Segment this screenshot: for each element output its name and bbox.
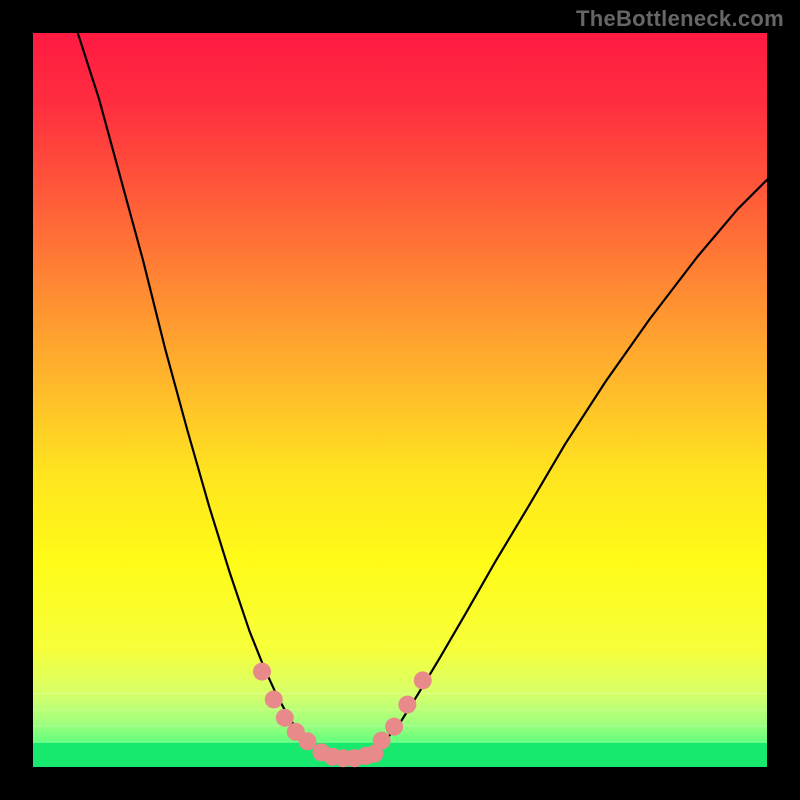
marker-right <box>398 696 416 714</box>
marker-right <box>385 718 403 736</box>
figure-root: TheBottleneck.com <box>0 0 800 800</box>
marker-right <box>373 732 391 750</box>
bottom-band <box>33 743 767 767</box>
marker-right <box>414 671 432 689</box>
watermark-text: TheBottleneck.com <box>576 6 784 32</box>
marker-left <box>253 663 271 681</box>
marker-left <box>265 690 283 708</box>
chart-svg <box>0 0 800 800</box>
plot-area <box>33 33 767 767</box>
